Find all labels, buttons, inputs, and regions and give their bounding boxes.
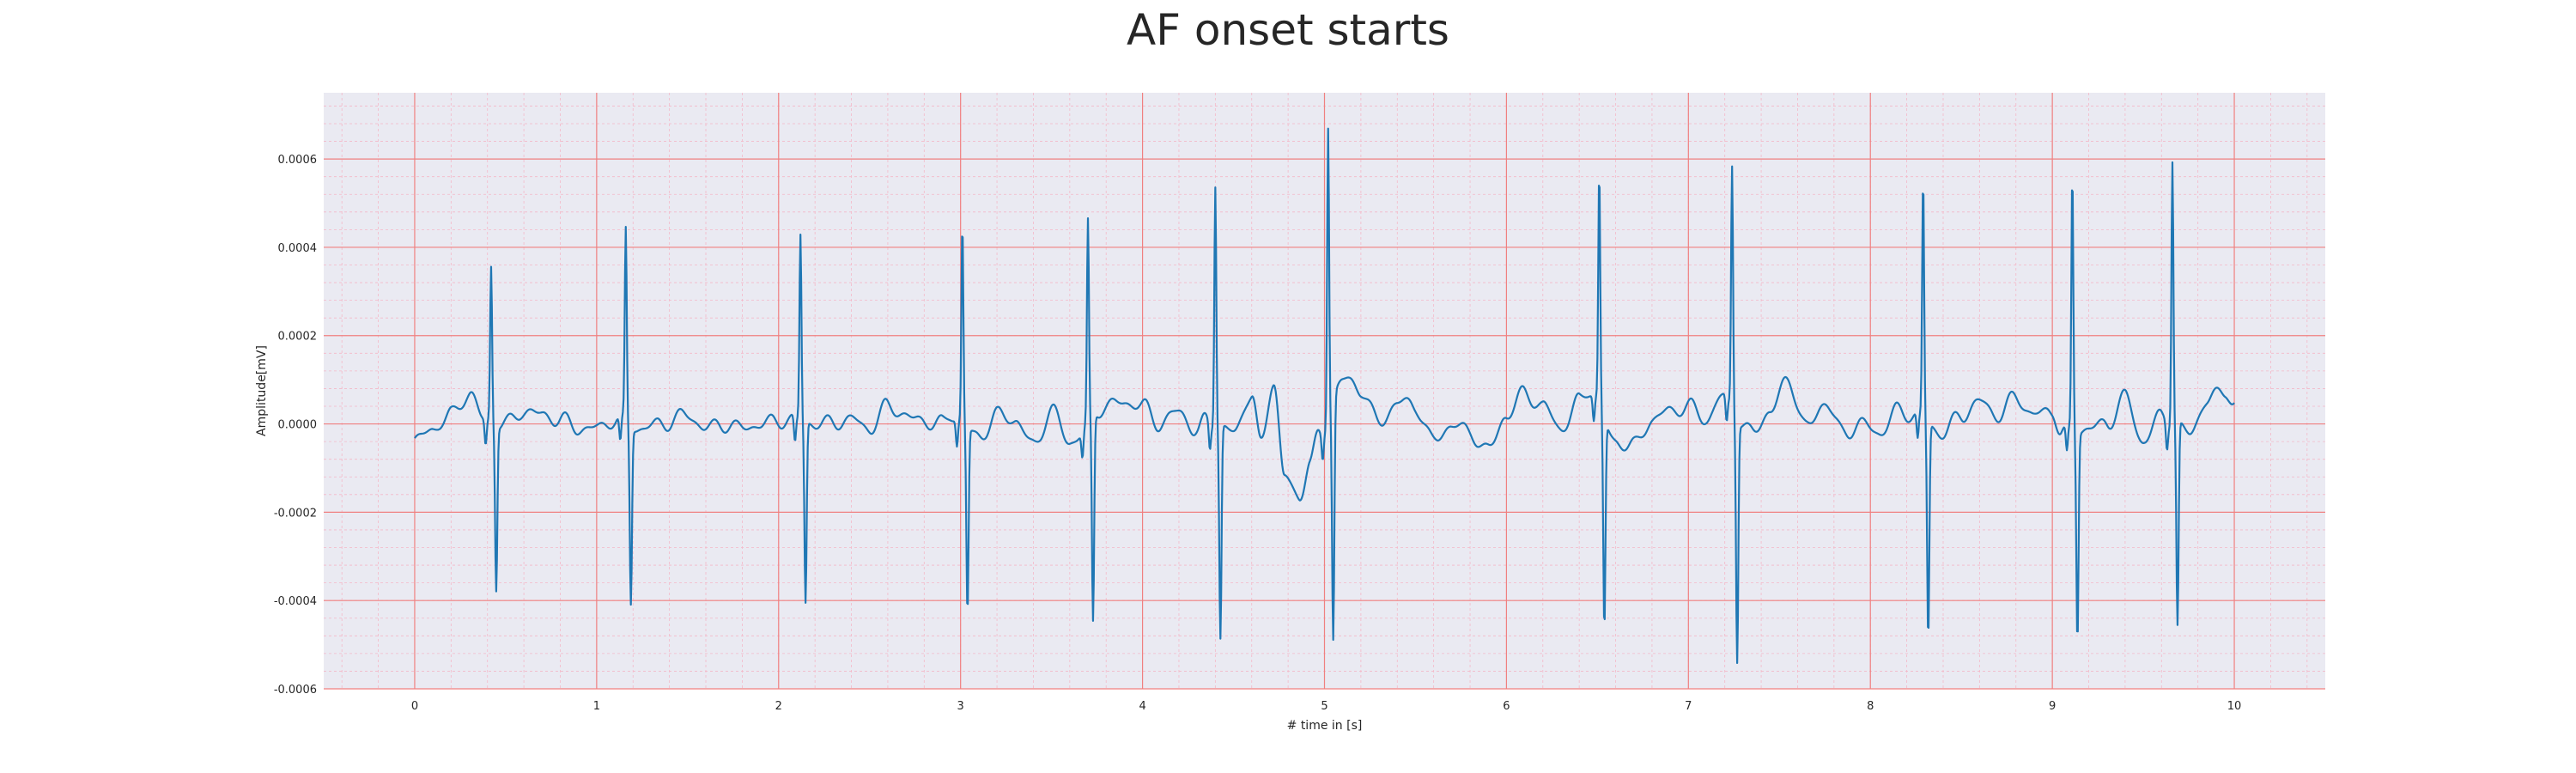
y-tick-label: 0.0002 — [278, 331, 318, 344]
y-tick-label: -0.0002 — [274, 507, 317, 520]
x-tick-label: 8 — [1867, 700, 1874, 713]
x-tick-label: 1 — [593, 700, 600, 713]
y-tick-label: -0.0006 — [274, 684, 317, 697]
x-tick-label: 4 — [1139, 700, 1145, 713]
x-axis-ticks: 0 1 2 3 4 5 6 7 8 9 10 — [411, 700, 2242, 713]
chart-title: AF onset starts — [1127, 5, 1449, 55]
x-tick-label: 5 — [1321, 700, 1327, 713]
y-axis-label: Amplitude[mV] — [255, 345, 269, 436]
x-tick-label: 10 — [2227, 700, 2242, 713]
ecg-signal-line — [414, 127, 2235, 665]
x-tick-label: 3 — [957, 700, 964, 713]
y-tick-label: 0.0000 — [278, 419, 318, 432]
y-tick-label: -0.0004 — [274, 595, 317, 608]
x-tick-label: 7 — [1685, 700, 1692, 713]
y-tick-label: 0.0006 — [278, 154, 318, 167]
y-axis-ticks: -0.0006 -0.0004 -0.0002 0.0000 0.0002 0.0004 0… — [274, 154, 317, 697]
x-tick-label: 6 — [1503, 700, 1510, 713]
x-tick-label: 0 — [411, 700, 418, 713]
x-tick-label: 2 — [775, 700, 782, 713]
x-tick-label: 9 — [2049, 700, 2056, 713]
x-axis-label: # time in [s] — [1287, 719, 1363, 733]
y-tick-label: 0.0004 — [278, 242, 318, 255]
major-grid — [324, 93, 2325, 690]
